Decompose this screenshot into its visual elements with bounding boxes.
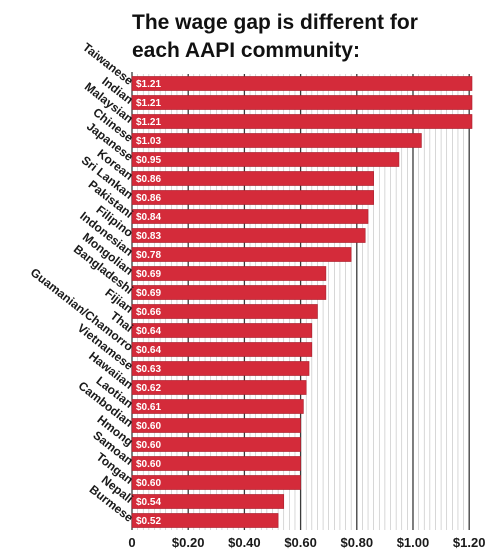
bars <box>131 76 473 528</box>
bar <box>131 513 279 528</box>
bar-value-label: $0.60 <box>136 478 161 489</box>
x-tick-label: $0.60 <box>284 535 317 550</box>
category-labels: TaiwaneseIndianMalaysianChineseJapaneseK… <box>28 40 136 525</box>
grid <box>131 72 470 530</box>
chart-title: The wage gap is different for each AAPI … <box>132 11 418 62</box>
bar-value-label: $1.21 <box>136 117 161 128</box>
bar-value-label: $0.69 <box>136 269 161 280</box>
bar-value-label: $0.63 <box>136 364 161 375</box>
bar <box>131 361 310 376</box>
bar-labels: $1.21 $1.21 $1.21 $1.03 $0.95 $0.86 $0.86 $0.84… <box>136 79 161 527</box>
chart-title-line-1: The wage gap is different for <box>132 11 418 34</box>
bar-value-label: $0.86 <box>136 174 161 185</box>
bar <box>131 228 366 243</box>
bar <box>131 475 301 490</box>
bar <box>131 171 374 186</box>
chart-title-line-2: each AAPI community: <box>132 39 360 62</box>
bar-value-label: $1.03 <box>136 136 161 147</box>
bar <box>131 266 327 281</box>
bar <box>131 323 313 338</box>
bar-value-label: $0.95 <box>136 155 161 166</box>
bar-value-label: $0.84 <box>136 212 161 223</box>
bar <box>131 380 307 395</box>
bar-value-label: $0.66 <box>136 307 161 318</box>
bar-value-label: $0.52 <box>136 516 161 527</box>
bar-value-label: $0.61 <box>136 402 161 413</box>
bar-value-label: $1.21 <box>136 79 161 90</box>
bar <box>131 133 422 148</box>
x-tick-label: $0.20 <box>172 535 205 550</box>
bar <box>131 342 313 357</box>
bar <box>131 76 473 91</box>
x-tick-label: $1.00 <box>397 535 430 550</box>
bar-value-label: $0.86 <box>136 193 161 204</box>
bar-value-label: $0.64 <box>136 326 161 337</box>
bar-value-label: $0.83 <box>136 231 161 242</box>
bar <box>131 437 301 452</box>
bar <box>131 456 301 471</box>
bar-value-label: $0.60 <box>136 421 161 432</box>
bar <box>131 209 369 224</box>
x-tick-label: $0.80 <box>341 535 374 550</box>
bar-value-label: $0.54 <box>136 497 161 508</box>
bar-value-label: $0.64 <box>136 345 161 356</box>
bar <box>131 304 318 319</box>
bar <box>131 247 352 262</box>
x-tick-label: 0 <box>128 535 135 550</box>
bar <box>131 418 301 433</box>
bar <box>131 190 374 205</box>
bar <box>131 285 327 300</box>
bar-value-label: $1.21 <box>136 98 161 109</box>
bar-value-label: $0.60 <box>136 440 161 451</box>
bar <box>131 494 285 509</box>
bar-value-label: $0.69 <box>136 288 161 299</box>
x-tick-label: $1.20 <box>453 535 486 550</box>
bar <box>131 95 473 110</box>
bar-value-label: $0.60 <box>136 459 161 470</box>
bar-value-label: $0.62 <box>136 383 161 394</box>
x-tick-label: $0.40 <box>228 535 261 550</box>
x-axis-ticks: 0 $0.20 $0.40 $0.60 $0.80 $1.00 $1.20 <box>128 535 485 550</box>
bar <box>131 152 400 167</box>
bar <box>131 399 304 414</box>
bar <box>131 114 473 129</box>
bar-value-label: $0.78 <box>136 250 161 261</box>
